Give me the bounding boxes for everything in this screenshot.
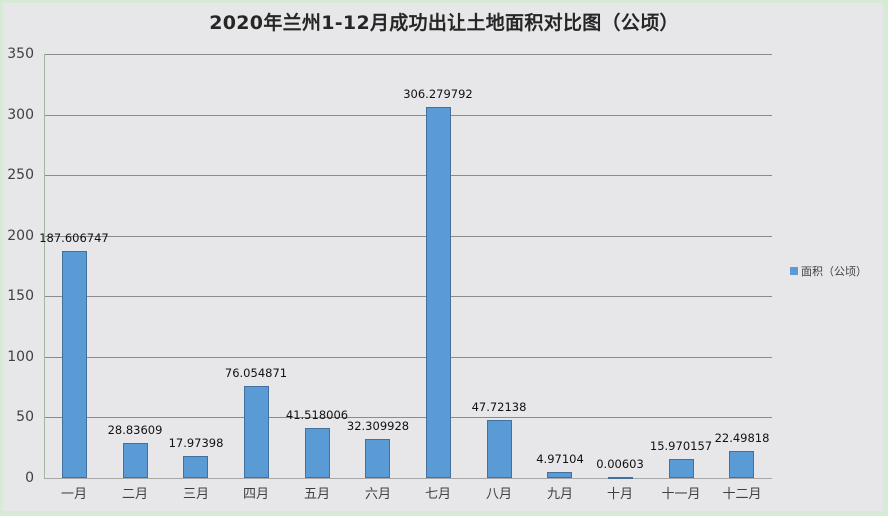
x-tick-label: 二月 [121,487,148,502]
x-tick-label: 九月 [546,487,573,502]
data-label: 17.97398 [168,436,224,450]
data-label: 47.72138 [471,400,527,414]
bar-5 [305,428,330,478]
data-label: 187.606747 [39,231,109,245]
data-label: 28.83609 [107,423,163,437]
data-label: 15.970157 [649,439,713,453]
gridline [44,236,772,237]
legend-label: 面积（公顷） [801,265,867,278]
gridline [44,115,772,116]
x-tick-label: 一月 [60,487,87,502]
data-label: 41.518006 [285,408,349,422]
gridline [44,54,772,55]
bar-3 [183,456,208,478]
chart-title: 2020年兰州1-12月成功出让土地面积对比图（公顷） [209,12,679,34]
bar-6 [365,439,390,478]
gridline [44,296,772,297]
y-tick-label: 100 [7,349,34,365]
data-label: 22.49818 [714,431,770,445]
bar-7 [426,107,451,478]
gridline [44,357,772,358]
x-tick-label: 十月 [606,487,633,502]
x-tick-label: 八月 [485,487,512,502]
y-tick-label: 350 [7,46,34,62]
gridline [44,175,772,176]
legend-swatch-icon [790,267,798,275]
y-tick-label: 250 [7,167,34,183]
x-axis-line [44,478,772,479]
data-label: 32.309928 [346,419,410,433]
bar-10 [608,477,633,479]
x-tick-label: 五月 [303,487,330,502]
data-label: 4.97104 [536,452,584,466]
bar-4 [244,386,269,478]
bar-11 [669,459,694,478]
x-tick-label: 十一月 [661,487,701,502]
x-tick-label: 十二月 [722,487,762,502]
x-tick-label: 四月 [242,487,269,502]
x-tick-label: 六月 [364,487,391,502]
y-tick-label: 150 [7,288,34,304]
y-tick-label: 50 [16,409,34,425]
y-tick-label: 0 [25,470,34,486]
data-label: 76.054871 [224,366,288,380]
bar-9 [547,472,572,478]
y-tick-label: 300 [7,107,34,123]
data-label: 0.00603 [596,457,644,471]
bar-1 [62,251,87,478]
y-axis-line [44,54,45,478]
legend: 面积（公顷） [790,263,867,279]
bar-12 [729,451,754,478]
data-label: 306.279792 [403,87,473,101]
x-tick-label: 七月 [424,487,451,502]
y-tick-label: 200 [7,228,34,244]
bar-2 [123,443,148,478]
gridline [44,417,772,418]
bar-8 [487,420,512,478]
x-tick-label: 三月 [182,487,209,502]
